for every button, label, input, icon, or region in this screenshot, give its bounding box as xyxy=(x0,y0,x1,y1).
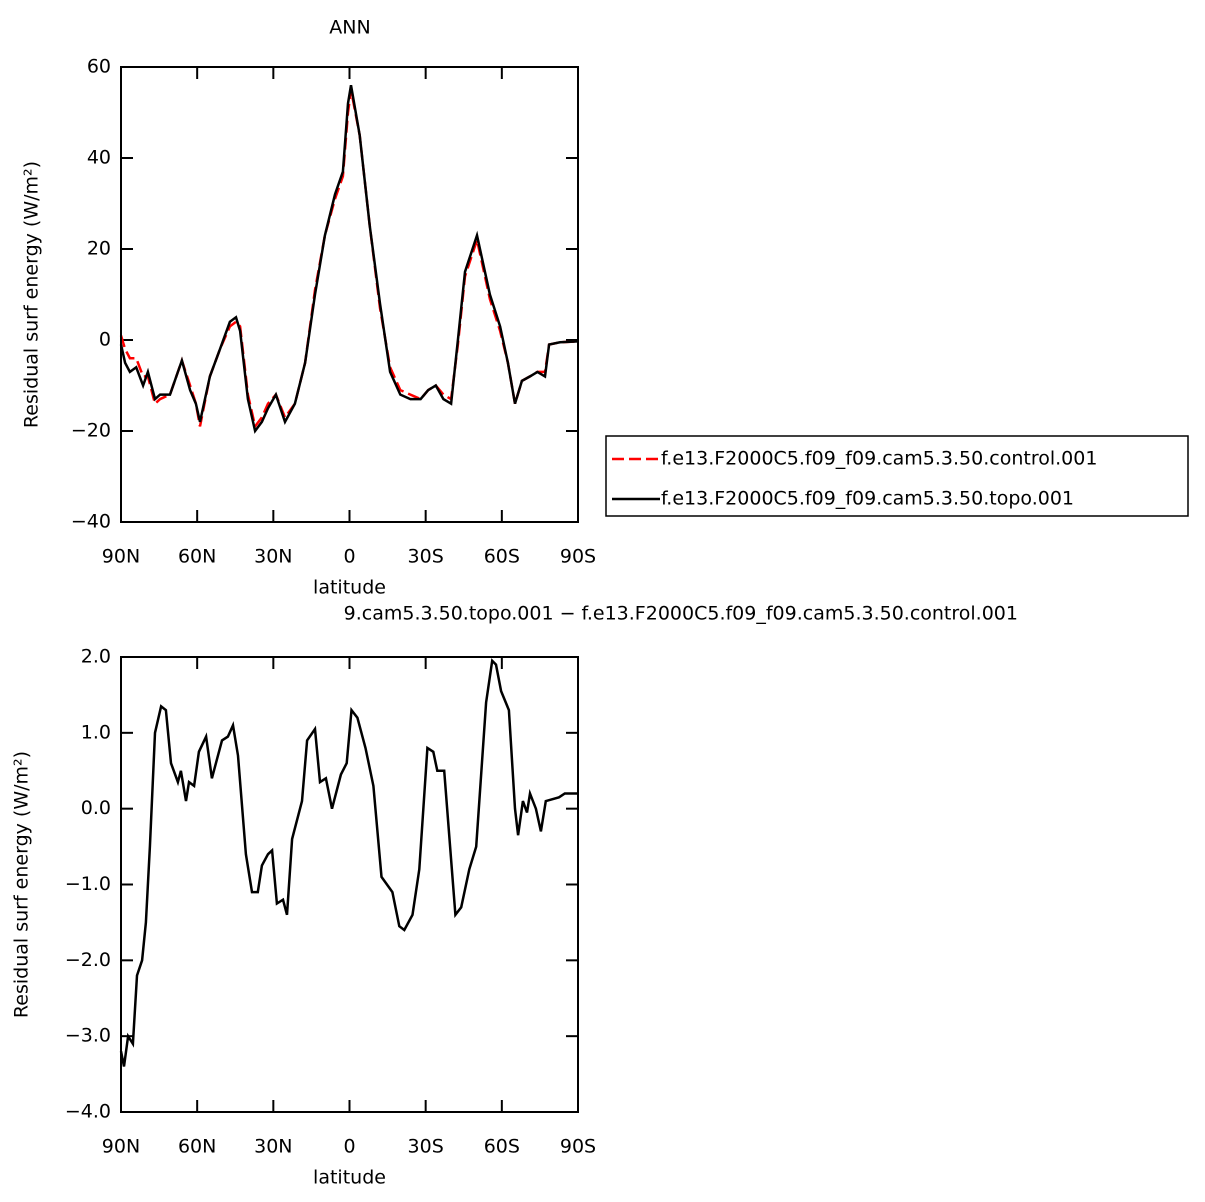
plot-frame xyxy=(120,66,579,523)
y-tick-label: −3.0 xyxy=(65,1025,111,1047)
y-tick-label: −40 xyxy=(71,511,111,533)
x-tick-label: 30N xyxy=(254,1136,292,1158)
chart-title: 9.cam5.3.50.topo.001 − f.e13.F2000C5.f09… xyxy=(344,603,1018,625)
x-tick-label: 30S xyxy=(408,1136,444,1158)
x-axis-label: latitude xyxy=(313,577,386,599)
y-axis-label: Residual surf energy (W/m²) xyxy=(11,751,33,1018)
x-tick-label: 60S xyxy=(484,546,520,568)
x-tick-label: 60N xyxy=(178,546,216,568)
series-line xyxy=(119,89,579,430)
y-tick-label: 0 xyxy=(99,329,111,351)
x-tick-label: 30S xyxy=(408,546,444,568)
y-tick-label: 0.0 xyxy=(81,797,111,819)
series-line xyxy=(119,658,578,1067)
legend-label: f.e13.F2000C5.f09_f09.cam5.3.50.control.… xyxy=(661,448,1097,470)
y-tick-label: −20 xyxy=(71,420,111,442)
x-tick-label: 90N xyxy=(102,1136,140,1158)
series-line xyxy=(119,84,579,434)
x-tick-label: 90N xyxy=(102,546,140,568)
y-tick-label: 2.0 xyxy=(81,646,111,668)
y-tick-label: 1.0 xyxy=(81,721,111,743)
x-tick-label: 0 xyxy=(343,546,355,568)
x-tick-label: 30N xyxy=(254,546,292,568)
y-tick-label: −1.0 xyxy=(65,873,111,895)
chart-title: ANN xyxy=(329,17,370,39)
y-axis-label: Residual surf energy (W/m²) xyxy=(21,161,43,428)
y-tick-label: −4.0 xyxy=(65,1101,111,1123)
x-tick-label: 60S xyxy=(484,1136,520,1158)
y-tick-label: 60 xyxy=(87,56,111,78)
legend-label: f.e13.F2000C5.f09_f09.cam5.3.50.topo.001 xyxy=(661,488,1074,510)
x-tick-label: 0 xyxy=(343,1136,355,1158)
plot-frame xyxy=(120,656,579,1113)
x-tick-label: 90S xyxy=(560,546,596,568)
y-tick-label: −2.0 xyxy=(65,949,111,971)
legend-box xyxy=(605,435,1189,517)
x-axis-label: latitude xyxy=(313,1167,386,1189)
y-tick-label: 40 xyxy=(87,147,111,169)
x-tick-label: 60N xyxy=(178,1136,216,1158)
x-tick-label: 90S xyxy=(560,1136,596,1158)
y-tick-label: 20 xyxy=(87,238,111,260)
